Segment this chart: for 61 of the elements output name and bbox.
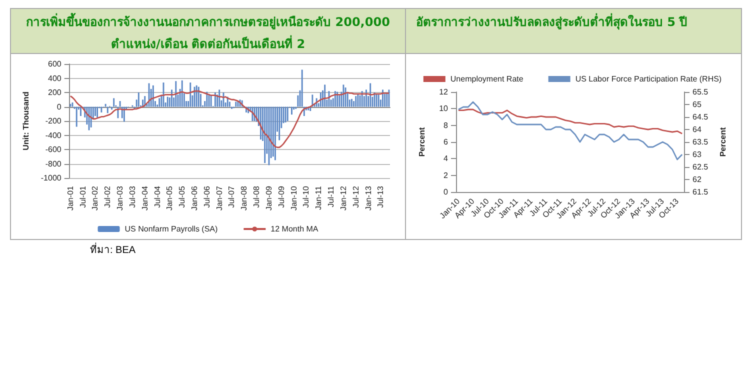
x-tick-label: Jan-09 [264,185,274,210]
legend-label: US Nonfarm Payrolls (SA) [124,224,218,234]
x-tick-label: Jul-08 [252,185,262,208]
legend-label: Unemployment Rate [450,74,524,84]
y2-tick-label: 65 [692,100,702,109]
x-tick-label: Jan-06 [190,185,200,210]
y-tick-label: 6 [444,138,449,146]
legend-label: 12 Month MA [270,224,319,234]
y2-tick-label: 62 [692,175,702,184]
x-tick-label: Jan-04 [140,185,150,210]
x-tick-label: Jul-02 [103,185,112,208]
y-tick-label: 200 [48,88,62,97]
x-tick-label: Jul-12 [351,185,360,208]
x-tick-label: Jul-01 [78,185,88,208]
x-tick-label: Jul-04 [152,185,162,208]
x-tick-label: Jan-13 [364,185,373,210]
x-tick-label: Jan-07 [214,185,224,210]
x-tick-label: Jul-03 [128,185,137,208]
y-tick-label: -400 [45,130,62,140]
x-tick-label: Jan-12 [338,185,348,210]
x-tick-label: Jan-05 [165,185,174,210]
x-tick-label: Jul-09 [276,185,286,208]
y-tick-label: 10 [439,104,449,114]
x-tick-label: Jul-13 [376,185,386,208]
y-tick-label: 4 [444,154,449,164]
text: ที่มา: BEA [90,242,136,257]
x-tick-label: Jul-05 [178,185,187,208]
y-tick-label: 0 [444,188,449,196]
y-tick-label: -1000 [40,174,62,182]
y-tick-label: 2 [444,170,449,180]
x-tick-label: Jan-10 [289,185,298,210]
y2-tick-label: 62.5 [692,162,709,172]
y-tick-label: -200 [45,116,62,126]
y-axis-title: Unit: Thousand [22,92,30,150]
y-tick-label: 400 [48,74,62,83]
x-tick-label: Jan-01 [66,185,75,210]
y2-tick-label: 63 [692,150,702,159]
y2-tick-label: 64.5 [692,112,709,122]
x-tick-label: Jul-11 [326,185,336,208]
y2-axis-title: Percent [718,126,728,157]
x-tick-label: Jul-10 [302,185,311,208]
x-tick-label: Jan-02 [90,185,100,210]
x-tick-label: Jan-08 [240,185,249,210]
y2-tick-label: 61.5 [692,188,709,196]
x-tick-label: Jul-07 [227,185,236,208]
x-tick-label: Jan-03 [116,185,125,210]
y-tick-label: 12 [439,88,449,96]
y2-tick-label: 64 [692,125,702,134]
legend-label: US Labor Force Participation Rate (RHS) [575,74,722,84]
y-tick-label: 600 [48,60,62,68]
y2-tick-label: 65.5 [692,88,709,96]
x-tick-label: Jan-11 [314,185,324,210]
y-axis-title: Percent [418,126,426,157]
chart-title: การเพิ่มขึ้นของการจ้างงานนอกภาคการเกษตรอยู่เหนือระดับ 200,000 ตำแหน่ง/เดือน ติดต่อกันเป็นเดือนที่ 2 [10,8,406,54]
y-tick-label: -600 [45,145,62,154]
y-tick-label: -800 [45,159,62,168]
y-tick-label: 8 [444,120,449,130]
y-tick-label: 0 [56,102,62,112]
x-tick-label: Jul-06 [202,185,212,208]
chart-title: อัตราการว่างงานปรับลดลงสู่ระดับต่ำที่สุดในรอบ 5 ปี [405,8,742,54]
y2-tick-label: 63.5 [692,138,709,146]
